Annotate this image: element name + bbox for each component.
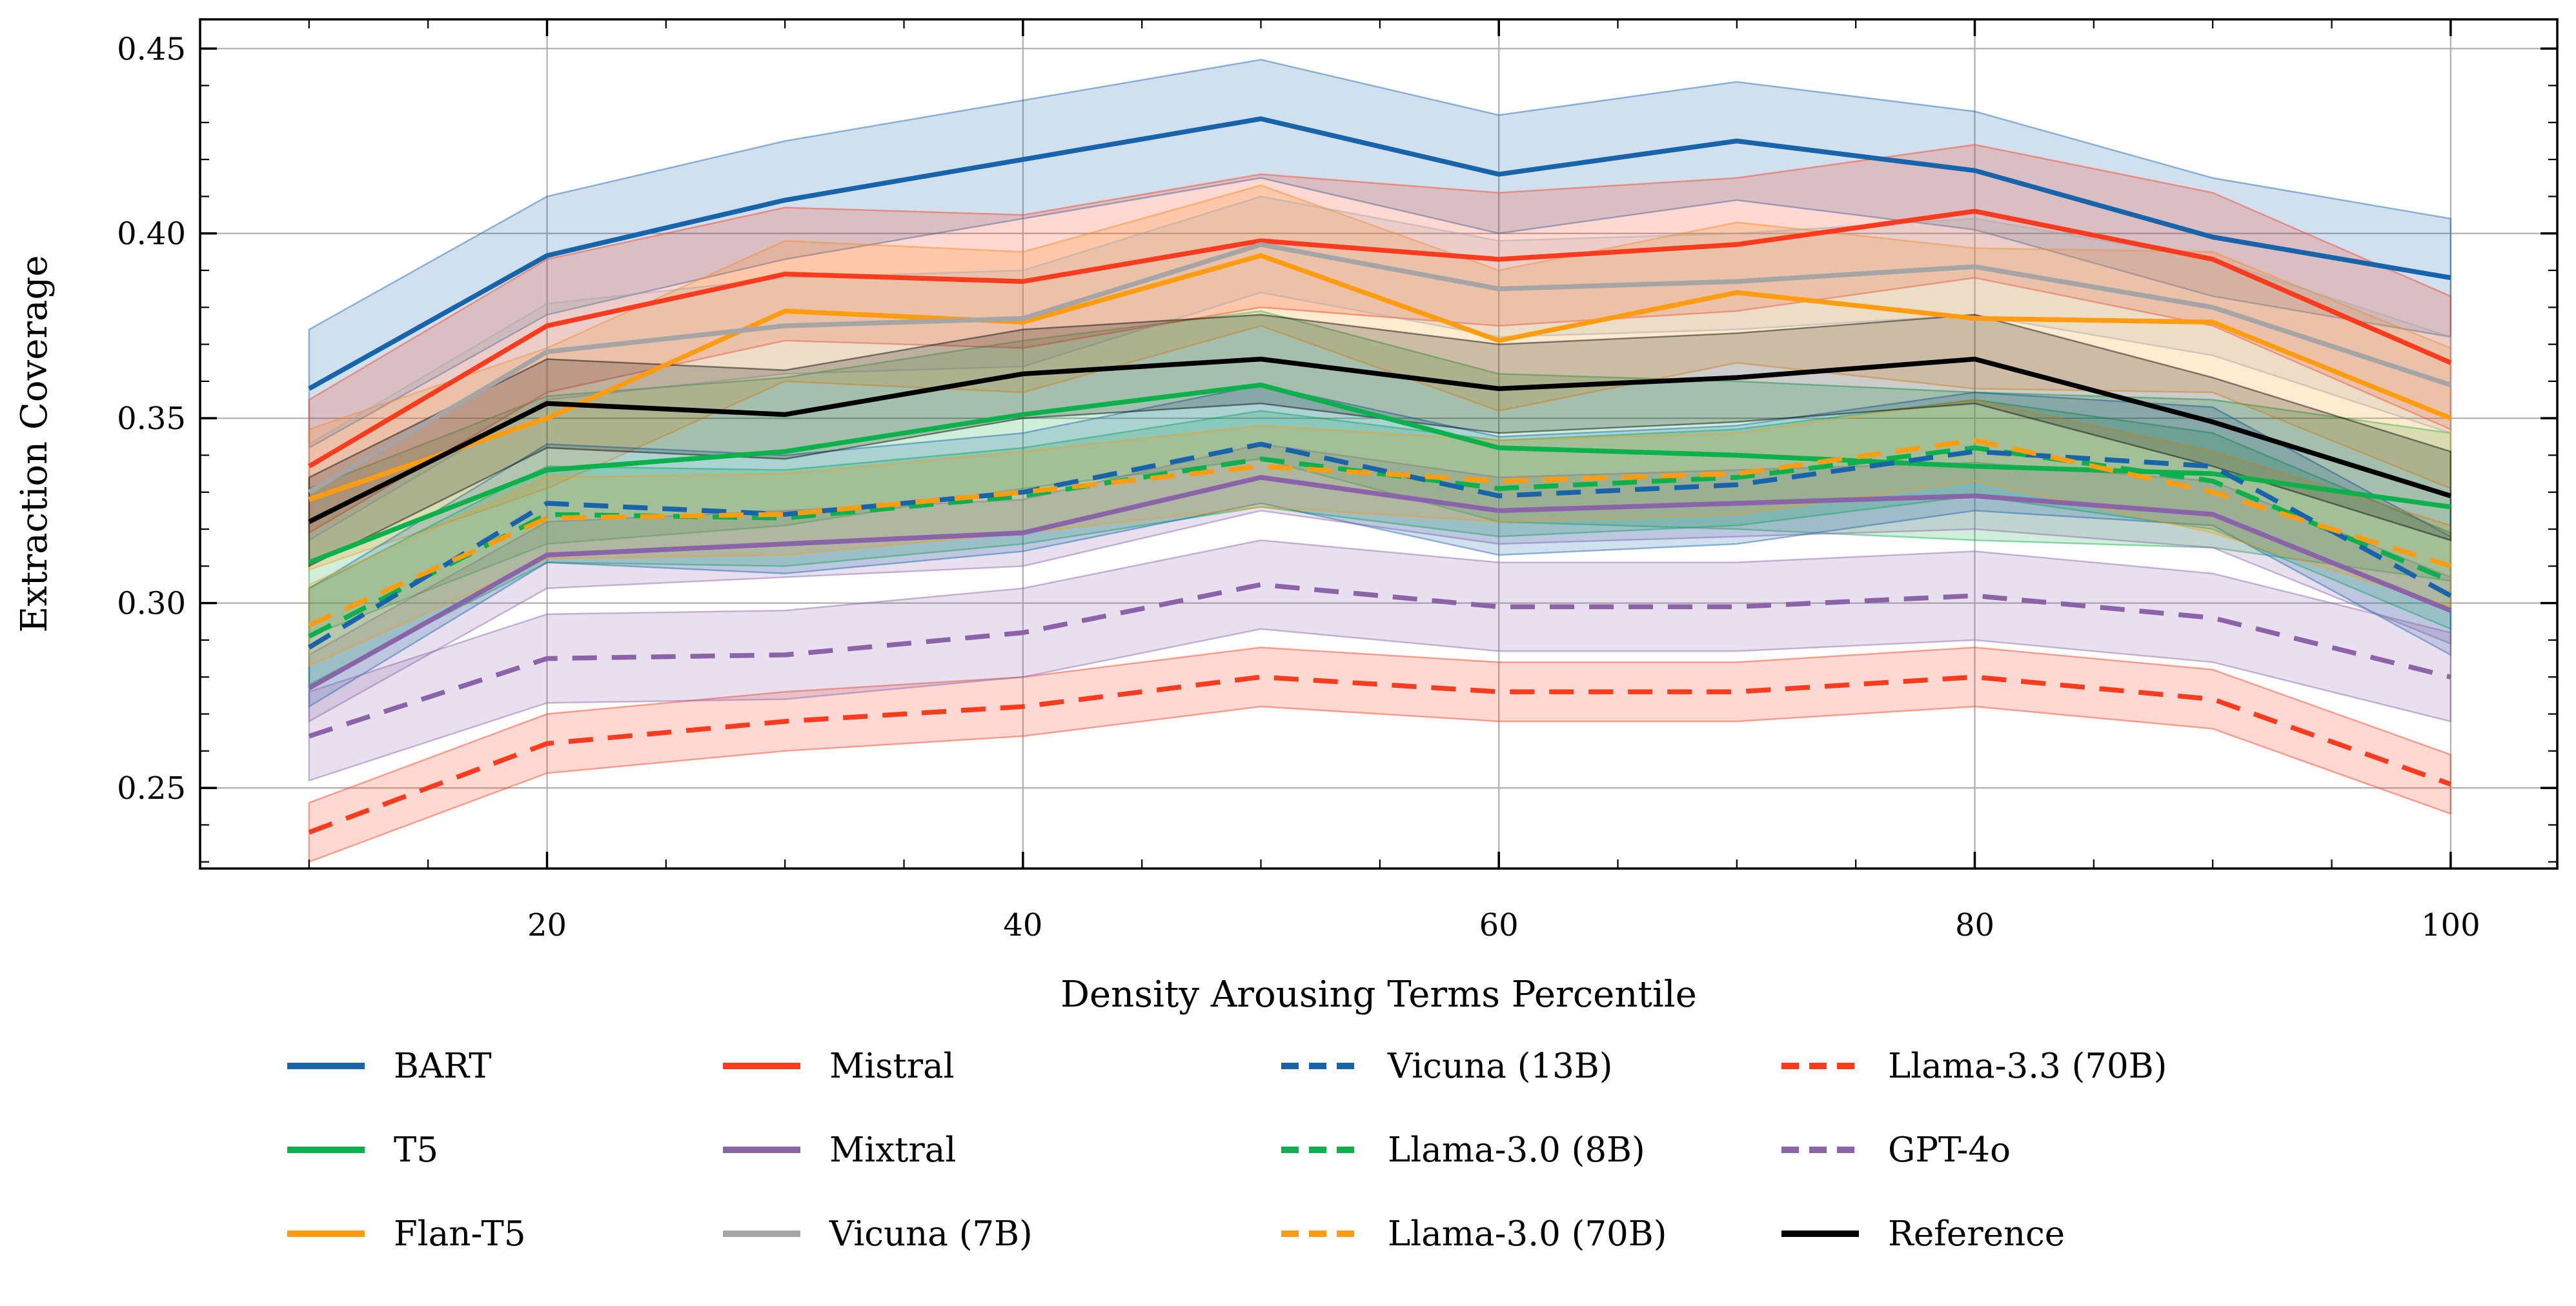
x-tick-label: 40 [1003, 907, 1042, 943]
y-tick-label: 0.30 [117, 586, 186, 622]
series-band-bart [308, 59, 2452, 450]
legend-label-gpt-4o: GPT-4o [1888, 1130, 2011, 1170]
legend-label-llama-30-8b: Llama-3.0 (8B) [1388, 1130, 1645, 1170]
legend-label-llama-33-70b: Llama-3.3 (70B) [1888, 1047, 2167, 1086]
legend-label-flan-t5: Flan-T5 [394, 1214, 526, 1254]
y-tick-label: 0.25 [117, 770, 186, 807]
y-tick-label: 0.35 [117, 401, 186, 437]
series-lines [307, 116, 2452, 835]
legend-label-vicuna-7b: Vicuna (7B) [829, 1214, 1033, 1254]
legend-item-bart: BART [287, 1047, 492, 1086]
x-axis-label: Density Arousing Terms Percentile [1060, 974, 1697, 1016]
legend-item-mistral: Mistral [723, 1047, 955, 1086]
legend-item-llama-33-70b: Llama-3.3 (70B) [1781, 1047, 2167, 1086]
series-line-mistral [307, 208, 2452, 468]
series-line-llama-33-70b [308, 674, 2452, 835]
legend: BART T5 Flan-T5 Mistral Mixtral Vicuna (7B) Vi… [287, 1047, 2167, 1254]
legend-item-llama-30-8b: Llama-3.0 (8B) [1281, 1130, 1645, 1170]
legend-label-vicuna-13b: Vicuna (13B) [1387, 1047, 1612, 1086]
series-line-bart [308, 116, 2451, 391]
legend-label-llama-30-70b: Llama-3.0 (70B) [1388, 1214, 1667, 1254]
series-line-vicuna-13b [307, 441, 2452, 650]
legend-item-mixtral: Mixtral [723, 1130, 956, 1170]
x-tick-label: 60 [1479, 907, 1519, 943]
x-tick-label: 20 [527, 907, 567, 943]
legend-label-t5: T5 [394, 1130, 438, 1170]
x-tick-labels: 20 40 60 80 100 [527, 907, 2480, 943]
legend-label-mixtral: Mixtral [829, 1130, 956, 1170]
series-line-gpt-4o [308, 582, 2451, 739]
x-tick-label: 100 [2421, 907, 2480, 943]
series-band-vicuna-7b [308, 196, 2452, 542]
legend-label-reference: Reference [1888, 1214, 2065, 1254]
series-line-vicuna-7b [307, 242, 2452, 494]
legend-item-vicuna-7b: Vicuna (7B) [723, 1214, 1033, 1254]
series-band-mistral [308, 143, 2452, 534]
legend-label-bart: BART [394, 1047, 492, 1086]
x-tick-label: 80 [1955, 907, 1994, 943]
series-band-reference [308, 314, 2452, 568]
plot-border [199, 18, 2559, 870]
series-band-llama-30-70b [308, 399, 2452, 667]
y-axis-label: Extraction Coverage [14, 256, 56, 633]
legend-label-mistral: Mistral [829, 1047, 955, 1086]
series-band-llama-30-8b [308, 399, 2452, 686]
series-band-llama-33-70b [308, 647, 2452, 863]
series-line-mixtral [308, 475, 2452, 690]
series-line-t5 [308, 382, 2451, 565]
legend-item-t5: T5 [287, 1130, 438, 1170]
series-band-flan-t5 [308, 184, 2452, 571]
y-tick-label: 0.40 [117, 216, 186, 252]
series-line-llama-30-70b [308, 437, 2451, 628]
series-line-reference [308, 356, 2451, 524]
y-tick-labels: 0.25 0.30 0.35 0.40 0.45 [117, 31, 186, 807]
legend-item-vicuna-13b: Vicuna (13B) [1281, 1047, 1612, 1086]
legend-item-gpt-4o: GPT-4o [1781, 1130, 2011, 1170]
axis-ticks [200, 19, 2557, 869]
legend-item-flan-t5: Flan-T5 [287, 1214, 526, 1254]
y-tick-label: 0.45 [117, 31, 186, 67]
legend-item-reference: Reference [1781, 1214, 2065, 1254]
series-line-flan-t5 [308, 253, 2452, 502]
confidence-bands [308, 59, 2452, 863]
legend-item-llama-30-70b: Llama-3.0 (70B) [1281, 1214, 1667, 1254]
